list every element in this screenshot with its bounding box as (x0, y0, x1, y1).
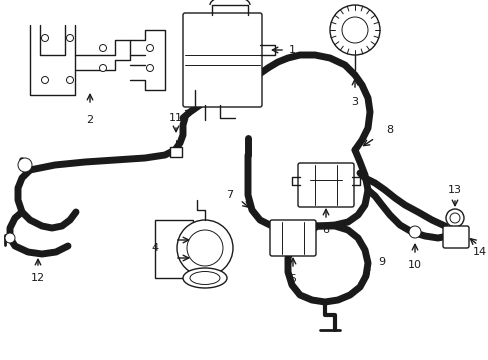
FancyBboxPatch shape (442, 226, 468, 248)
Text: 13: 13 (447, 185, 461, 195)
Circle shape (5, 233, 15, 243)
Text: 12: 12 (31, 273, 45, 283)
Bar (170, 147, 182, 157)
Text: 10: 10 (407, 260, 421, 270)
Text: 11: 11 (169, 113, 183, 123)
Text: 6: 6 (322, 225, 329, 235)
Circle shape (18, 158, 32, 172)
FancyBboxPatch shape (269, 220, 315, 256)
FancyBboxPatch shape (183, 13, 262, 107)
Text: 3: 3 (351, 97, 358, 107)
Circle shape (408, 226, 420, 238)
Text: 9: 9 (378, 257, 385, 267)
Circle shape (66, 77, 73, 84)
Circle shape (41, 35, 48, 41)
Circle shape (445, 209, 463, 227)
Circle shape (99, 45, 106, 51)
Text: 7: 7 (226, 190, 233, 200)
Text: 2: 2 (86, 115, 93, 125)
Circle shape (146, 45, 153, 51)
Text: 1: 1 (288, 45, 295, 55)
FancyBboxPatch shape (297, 163, 353, 207)
Circle shape (99, 64, 106, 72)
Ellipse shape (183, 268, 226, 288)
Circle shape (146, 64, 153, 72)
Text: 8: 8 (386, 125, 393, 135)
Circle shape (41, 77, 48, 84)
Text: 4: 4 (151, 243, 158, 253)
Circle shape (66, 35, 73, 41)
Text: 14: 14 (472, 247, 486, 257)
Text: 5: 5 (289, 274, 296, 284)
Circle shape (177, 220, 232, 276)
Bar (155, 220, 193, 278)
